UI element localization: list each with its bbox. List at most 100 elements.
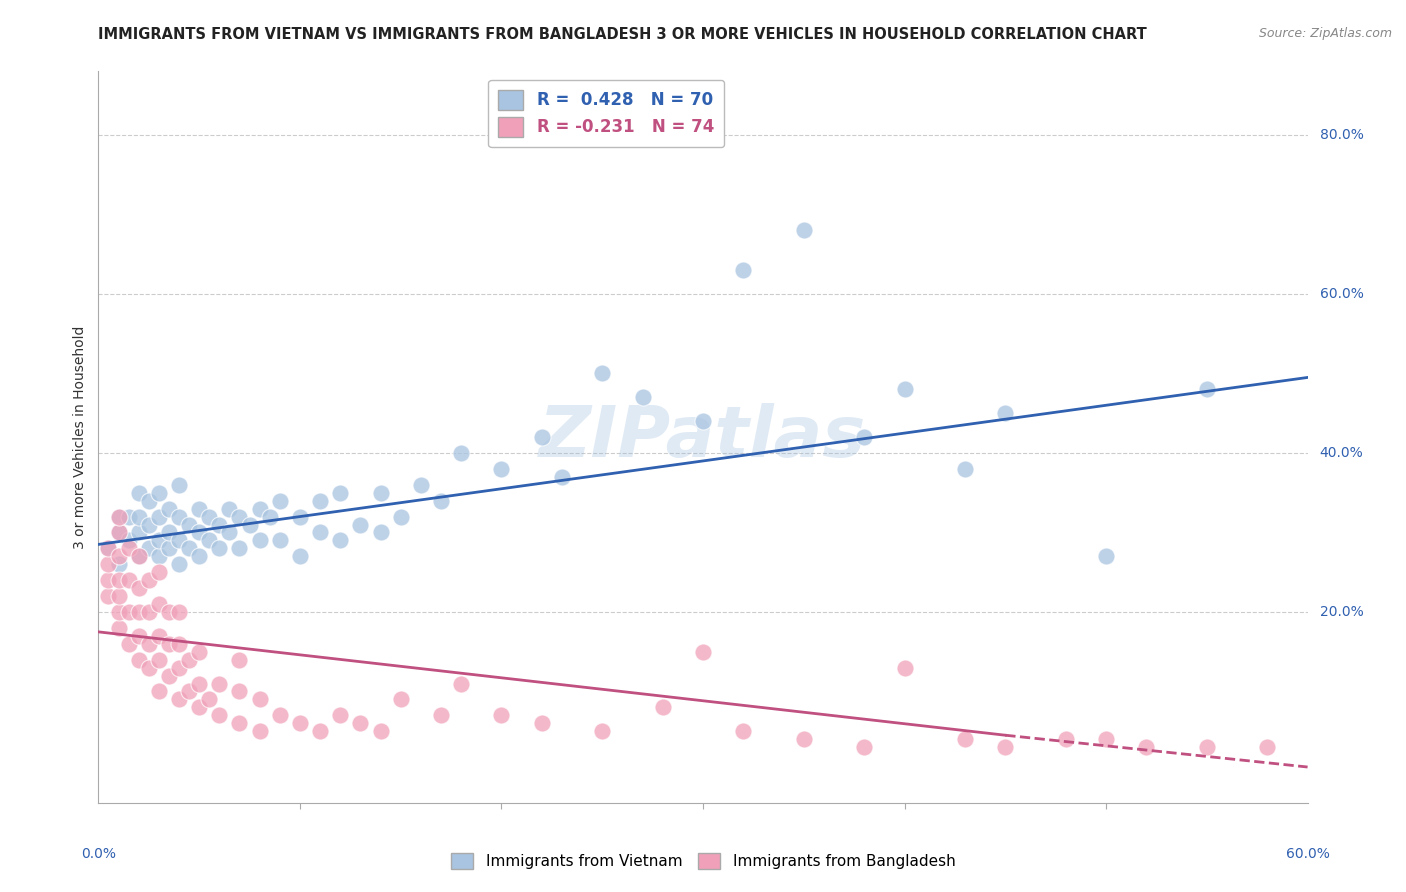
Immigrants from Vietnam — [148, 549, 170, 564]
Immigrants from Bangladesh — [198, 692, 221, 706]
Immigrants from Bangladesh — [450, 676, 472, 690]
Immigrants from Vietnam — [228, 509, 250, 524]
Immigrants from Bangladesh — [107, 589, 129, 603]
Immigrants from Vietnam — [218, 501, 240, 516]
Text: 40.0%: 40.0% — [1320, 446, 1364, 460]
Immigrants from Bangladesh — [269, 708, 291, 723]
Immigrants from Bangladesh — [148, 653, 170, 667]
Immigrants from Vietnam — [631, 390, 654, 404]
Immigrants from Bangladesh — [97, 558, 120, 572]
Text: 60.0%: 60.0% — [1320, 287, 1364, 301]
Immigrants from Bangladesh — [138, 637, 160, 651]
Immigrants from Bangladesh — [491, 708, 513, 723]
Immigrants from Vietnam — [349, 517, 371, 532]
Immigrants from Vietnam — [218, 525, 240, 540]
Immigrants from Bangladesh — [138, 573, 160, 587]
Immigrants from Vietnam — [198, 533, 221, 548]
Immigrants from Bangladesh — [228, 653, 250, 667]
Immigrants from Vietnam — [239, 517, 262, 532]
Immigrants from Bangladesh — [177, 684, 201, 698]
Immigrants from Bangladesh — [733, 724, 755, 739]
Immigrants from Vietnam — [167, 477, 190, 491]
Immigrants from Vietnam — [249, 533, 271, 548]
Immigrants from Bangladesh — [370, 724, 392, 739]
Immigrants from Bangladesh — [128, 605, 150, 619]
Immigrants from Vietnam — [138, 517, 160, 532]
Immigrants from Bangladesh — [118, 637, 141, 651]
Immigrants from Bangladesh — [97, 573, 120, 587]
Immigrants from Bangladesh — [1054, 732, 1077, 747]
Immigrants from Vietnam — [107, 525, 129, 540]
Immigrants from Vietnam — [733, 263, 755, 277]
Legend: R =  0.428   N = 70, R = -0.231   N = 74: R = 0.428 N = 70, R = -0.231 N = 74 — [488, 79, 724, 147]
Immigrants from Bangladesh — [1135, 740, 1157, 755]
Immigrants from Vietnam — [148, 509, 170, 524]
Immigrants from Vietnam — [430, 493, 453, 508]
Immigrants from Vietnam — [409, 477, 432, 491]
Immigrants from Bangladesh — [228, 716, 250, 731]
Immigrants from Vietnam — [97, 541, 120, 556]
Immigrants from Vietnam — [450, 446, 472, 460]
Immigrants from Bangladesh — [349, 716, 371, 731]
Immigrants from Vietnam — [188, 549, 211, 564]
Immigrants from Vietnam — [692, 414, 714, 428]
Text: 60.0%: 60.0% — [1285, 847, 1330, 861]
Immigrants from Bangladesh — [107, 509, 129, 524]
Immigrants from Bangladesh — [329, 708, 352, 723]
Immigrants from Bangladesh — [177, 653, 201, 667]
Immigrants from Bangladesh — [953, 732, 976, 747]
Immigrants from Vietnam — [157, 501, 180, 516]
Immigrants from Bangladesh — [651, 700, 673, 714]
Immigrants from Vietnam — [953, 462, 976, 476]
Immigrants from Vietnam — [177, 541, 201, 556]
Immigrants from Bangladesh — [118, 541, 141, 556]
Immigrants from Bangladesh — [157, 605, 180, 619]
Immigrants from Vietnam — [309, 493, 332, 508]
Y-axis label: 3 or more Vehicles in Household: 3 or more Vehicles in Household — [73, 326, 87, 549]
Immigrants from Vietnam — [157, 541, 180, 556]
Immigrants from Vietnam — [530, 430, 553, 444]
Immigrants from Bangladesh — [692, 645, 714, 659]
Immigrants from Bangladesh — [994, 740, 1017, 755]
Immigrants from Vietnam — [329, 485, 352, 500]
Immigrants from Bangladesh — [128, 581, 150, 595]
Immigrants from Bangladesh — [148, 597, 170, 611]
Immigrants from Vietnam — [138, 493, 160, 508]
Immigrants from Bangladesh — [128, 629, 150, 643]
Immigrants from Bangladesh — [157, 637, 180, 651]
Immigrants from Bangladesh — [128, 653, 150, 667]
Immigrants from Vietnam — [329, 533, 352, 548]
Immigrants from Vietnam — [389, 509, 412, 524]
Immigrants from Vietnam — [157, 525, 180, 540]
Immigrants from Vietnam — [893, 383, 915, 397]
Immigrants from Vietnam — [793, 223, 815, 237]
Immigrants from Vietnam — [107, 509, 129, 524]
Immigrants from Vietnam — [249, 501, 271, 516]
Immigrants from Bangladesh — [167, 637, 190, 651]
Immigrants from Bangladesh — [893, 660, 915, 674]
Immigrants from Bangladesh — [107, 621, 129, 635]
Immigrants from Vietnam — [269, 493, 291, 508]
Immigrants from Vietnam — [288, 509, 311, 524]
Immigrants from Vietnam — [167, 558, 190, 572]
Text: ZIPatlas: ZIPatlas — [540, 402, 866, 472]
Immigrants from Vietnam — [188, 501, 211, 516]
Immigrants from Bangladesh — [128, 549, 150, 564]
Immigrants from Vietnam — [167, 509, 190, 524]
Immigrants from Bangladesh — [309, 724, 332, 739]
Immigrants from Vietnam — [491, 462, 513, 476]
Immigrants from Bangladesh — [1195, 740, 1218, 755]
Immigrants from Vietnam — [370, 485, 392, 500]
Immigrants from Bangladesh — [107, 549, 129, 564]
Immigrants from Bangladesh — [208, 708, 231, 723]
Immigrants from Bangladesh — [1095, 732, 1118, 747]
Immigrants from Bangladesh — [118, 605, 141, 619]
Immigrants from Vietnam — [148, 485, 170, 500]
Legend: Immigrants from Vietnam, Immigrants from Bangladesh: Immigrants from Vietnam, Immigrants from… — [444, 847, 962, 875]
Immigrants from Vietnam — [118, 533, 141, 548]
Immigrants from Bangladesh — [249, 692, 271, 706]
Immigrants from Bangladesh — [107, 573, 129, 587]
Immigrants from Bangladesh — [288, 716, 311, 731]
Immigrants from Vietnam — [309, 525, 332, 540]
Immigrants from Bangladesh — [97, 541, 120, 556]
